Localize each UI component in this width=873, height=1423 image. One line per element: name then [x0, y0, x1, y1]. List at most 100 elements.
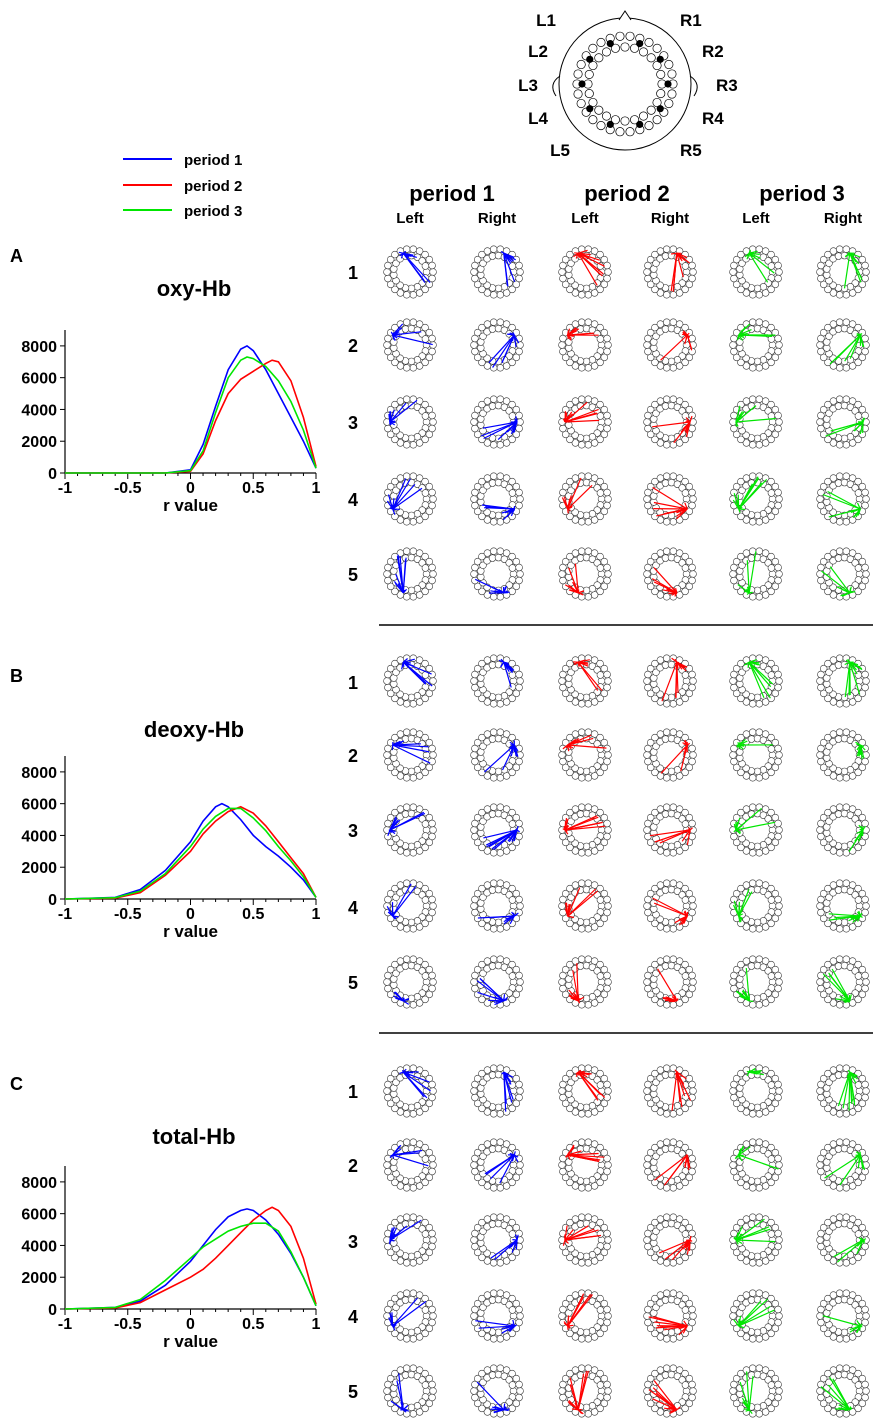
- channel-dot: [409, 700, 417, 708]
- channel-dot: [775, 1312, 783, 1320]
- connection-line: [503, 591, 510, 594]
- connection-line: [738, 334, 743, 341]
- channel-dot: [775, 751, 783, 759]
- channel-dot: [409, 1289, 417, 1297]
- channel-dot: [470, 1312, 478, 1320]
- connection-line: [563, 501, 569, 510]
- channel-dot: [603, 895, 611, 904]
- channel-dot: [688, 488, 696, 497]
- channel-dot: [490, 1289, 498, 1297]
- channel-dot: [646, 430, 655, 439]
- connection-line: [748, 250, 751, 254]
- channel-dot: [387, 557, 395, 566]
- channel-dot: [403, 245, 411, 253]
- channel-dot: [688, 411, 696, 420]
- head-map: L1 L2 L3 L4 L5 R1 R2 R3 R4 R5: [518, 10, 738, 160]
- channel-dot: [688, 1305, 696, 1314]
- channel-dot: [515, 1305, 523, 1314]
- channel-dot: [835, 1335, 844, 1343]
- channel-dot: [748, 364, 757, 372]
- channel-dot: [651, 285, 659, 294]
- channel-dot: [383, 341, 391, 349]
- connection-line: [848, 1072, 851, 1111]
- y-tick-label: 8000: [21, 765, 57, 782]
- channel-dot: [615, 31, 625, 41]
- connection-line: [514, 420, 518, 423]
- connectivity-map: [383, 547, 437, 601]
- channel-dot: [559, 488, 567, 497]
- channel-dot: [681, 564, 690, 572]
- connection-line: [689, 415, 693, 423]
- channel-dot: [577, 1289, 586, 1297]
- channel-dot: [483, 805, 492, 813]
- channel-dot: [573, 89, 583, 99]
- channel-dot: [590, 439, 599, 447]
- side-header-p1-left: Left: [396, 210, 424, 227]
- channel-dot: [742, 474, 751, 482]
- channel-dot: [669, 318, 677, 326]
- channel-dot: [643, 495, 651, 503]
- channel-dot: [496, 291, 504, 299]
- channel-dot: [819, 582, 828, 591]
- channel-dot: [643, 751, 651, 759]
- channel-dot: [604, 1387, 612, 1395]
- channel-dot: [421, 400, 429, 409]
- channel-dot: [729, 268, 737, 276]
- channel-dot: [842, 955, 850, 963]
- connection-line: [747, 587, 750, 593]
- channel-dot: [483, 730, 492, 738]
- connection-line: [676, 999, 679, 1002]
- channel-dot: [415, 1408, 424, 1416]
- channel-dot: [768, 826, 777, 834]
- channel-dot: [656, 1066, 665, 1074]
- connection-line: [748, 1069, 751, 1073]
- channel-dot: [571, 289, 580, 297]
- channel-dot: [854, 358, 862, 367]
- channel-dot: [483, 362, 492, 370]
- channel-dot: [732, 353, 741, 362]
- channel-dot: [603, 411, 611, 420]
- channel-dot: [689, 1387, 697, 1395]
- connection-line: [653, 581, 678, 594]
- y-tick-label: 8000: [21, 339, 57, 356]
- channel-dot: [422, 751, 431, 759]
- channel-dot: [755, 879, 763, 887]
- channel-dot: [643, 341, 651, 349]
- channel-dot: [496, 472, 504, 480]
- channel-dot: [842, 1138, 850, 1146]
- channel-dot: [835, 654, 844, 662]
- channel-dot: [816, 1236, 824, 1244]
- channel-dot: [496, 1184, 504, 1192]
- period-header-3: period 3: [759, 181, 845, 206]
- channel-dot: [415, 591, 424, 599]
- connection-line: [738, 901, 740, 917]
- channel-dot: [584, 1184, 592, 1192]
- connection-line: [861, 421, 864, 426]
- channel-dot: [470, 1161, 478, 1169]
- channel-dot: [755, 518, 763, 526]
- channel-dot: [824, 477, 832, 486]
- channel-dot: [842, 1289, 850, 1297]
- connectivity-map: [558, 1289, 612, 1343]
- connection-line: [735, 417, 776, 423]
- channel-dot: [651, 358, 659, 367]
- channel-dot: [755, 364, 763, 372]
- channel-dot: [737, 435, 745, 444]
- channel-dot: [775, 1087, 783, 1095]
- channel-dot: [428, 1229, 436, 1238]
- channel-dot: [577, 849, 586, 857]
- connectivity-map: [816, 1213, 870, 1267]
- channel-dot: [662, 593, 671, 601]
- roi-marker: [656, 105, 664, 113]
- channel-dot: [771, 482, 779, 491]
- channel-dot: [669, 803, 677, 811]
- channel-dot: [774, 670, 782, 679]
- channel-dot: [817, 261, 825, 270]
- channel-dot: [600, 582, 608, 591]
- channel-dot: [515, 488, 523, 497]
- channel-dot: [422, 826, 431, 834]
- channel-dot: [584, 364, 592, 372]
- channel-dot: [409, 441, 417, 449]
- channel-dot: [396, 881, 405, 889]
- channel-dot: [767, 435, 775, 444]
